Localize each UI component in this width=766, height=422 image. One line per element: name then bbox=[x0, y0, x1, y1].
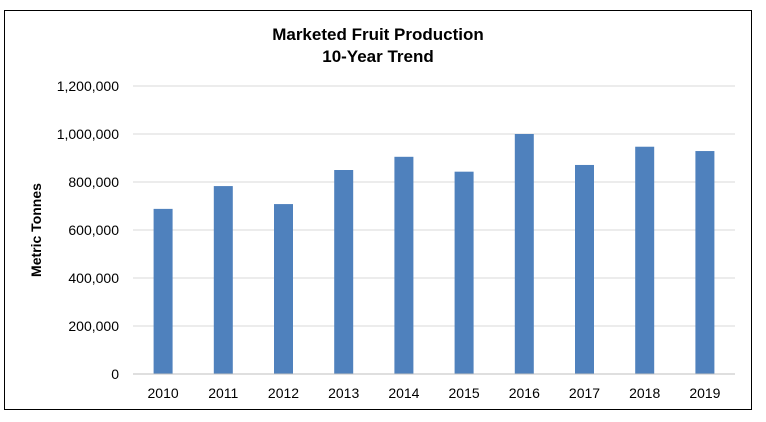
chart-title-block: Marketed Fruit Production 10-Year Trend bbox=[0, 24, 756, 68]
x-tick-label: 2011 bbox=[208, 385, 238, 401]
bar-2011 bbox=[213, 186, 233, 374]
x-tick-label: 2013 bbox=[328, 385, 359, 401]
x-tick-label: 2018 bbox=[629, 385, 660, 401]
y-tick-label: 800,000 bbox=[68, 174, 119, 190]
bar-2017 bbox=[575, 164, 594, 374]
gridlines bbox=[133, 85, 735, 327]
x-tick-label: 2015 bbox=[449, 385, 480, 401]
x-tick-label: 2016 bbox=[509, 385, 540, 401]
bar-2015 bbox=[454, 171, 474, 374]
bar-2019 bbox=[695, 151, 715, 374]
x-tick-label: 2012 bbox=[268, 385, 299, 401]
x-tick-label: 2019 bbox=[689, 385, 720, 401]
bar-2018 bbox=[635, 146, 655, 374]
y-tick-label: 0 bbox=[111, 366, 119, 382]
chart-subtitle: 10-Year Trend bbox=[322, 47, 434, 66]
y-tick-label: 1,000,000 bbox=[57, 126, 119, 142]
y-tick-label: 400,000 bbox=[68, 270, 119, 286]
x-tick-labels: 2010 2011 2012 2013 2014 2015 2016 2017 2018 2019 bbox=[148, 385, 721, 401]
chart-title: Marketed Fruit Production bbox=[272, 25, 484, 44]
y-tick-label: 1,200,000 bbox=[57, 78, 119, 94]
bar-2010 bbox=[153, 208, 173, 374]
bar-2014 bbox=[394, 156, 414, 374]
x-tick-label: 2010 bbox=[148, 385, 179, 401]
y-tick-label: 200,000 bbox=[68, 318, 119, 334]
bar-2012 bbox=[274, 204, 293, 374]
x-tick-label: 2014 bbox=[388, 385, 419, 401]
bar-2016 bbox=[514, 134, 534, 374]
chart-frame bbox=[4, 10, 752, 410]
bars bbox=[153, 134, 715, 374]
bar-2013 bbox=[334, 170, 354, 374]
y-tick-labels: 0 200,000 400,000 600,000 800,000 1,000,000 1,… bbox=[57, 78, 120, 382]
x-tick-label: 2017 bbox=[569, 385, 600, 401]
y-tick-label: 600,000 bbox=[68, 222, 119, 238]
